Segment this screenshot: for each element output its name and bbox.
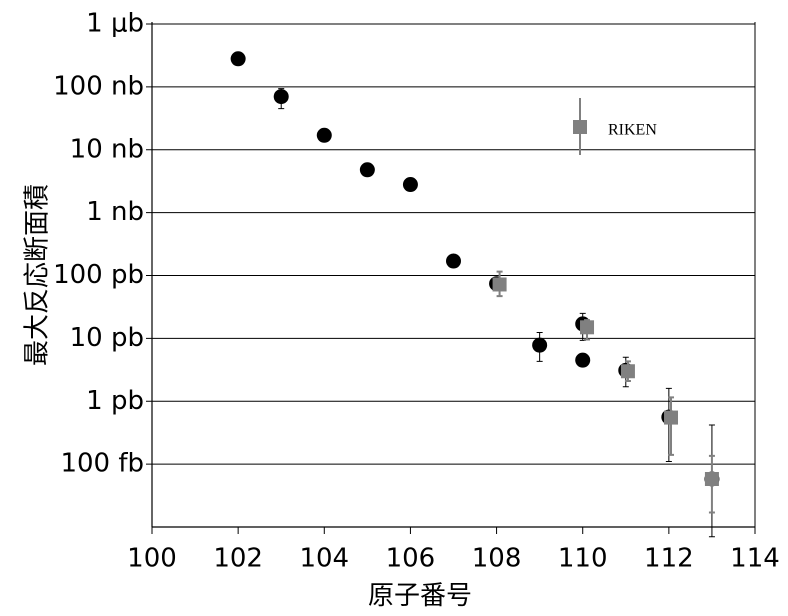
point xyxy=(532,337,548,353)
point xyxy=(704,471,719,486)
y-tick-label: 1 nb xyxy=(86,197,144,227)
point xyxy=(273,89,289,105)
x-tick-label: 104 xyxy=(299,544,349,574)
point xyxy=(402,177,418,193)
point xyxy=(664,410,679,425)
x-tick-label: 108 xyxy=(472,544,522,574)
error-bar xyxy=(668,396,675,456)
y-tick-label: 10 nb xyxy=(70,134,144,164)
y-tick-label: 100 fb xyxy=(60,449,144,479)
error-bar xyxy=(665,387,672,463)
x-tick-label: 106 xyxy=(386,544,436,574)
x-tick-label: 102 xyxy=(213,544,263,574)
point xyxy=(492,277,507,292)
y-tick-label: 100 pb xyxy=(53,260,144,290)
legend-label: RIKEN xyxy=(608,122,657,139)
y-tick-label: 1 pb xyxy=(86,386,144,416)
x-tick-label: 110 xyxy=(558,544,608,574)
legend-marker xyxy=(573,120,587,134)
x-tick-label: 114 xyxy=(730,544,780,574)
y-axis-label: 最大反応断面積 xyxy=(23,184,53,366)
point xyxy=(620,364,635,379)
y-tick-label: 100 nb xyxy=(53,71,144,101)
x-tick-label: 100 xyxy=(127,544,177,574)
point xyxy=(359,162,375,178)
y-tick-label: 1 μb xyxy=(86,9,144,39)
x-tick-label: 112 xyxy=(644,544,694,574)
x-axis-label: 原子番号 xyxy=(368,581,472,611)
point xyxy=(316,127,332,143)
y-tick-label: 10 pb xyxy=(70,323,144,353)
point xyxy=(446,253,461,269)
point xyxy=(575,352,591,368)
point xyxy=(230,51,246,67)
point xyxy=(580,320,595,335)
